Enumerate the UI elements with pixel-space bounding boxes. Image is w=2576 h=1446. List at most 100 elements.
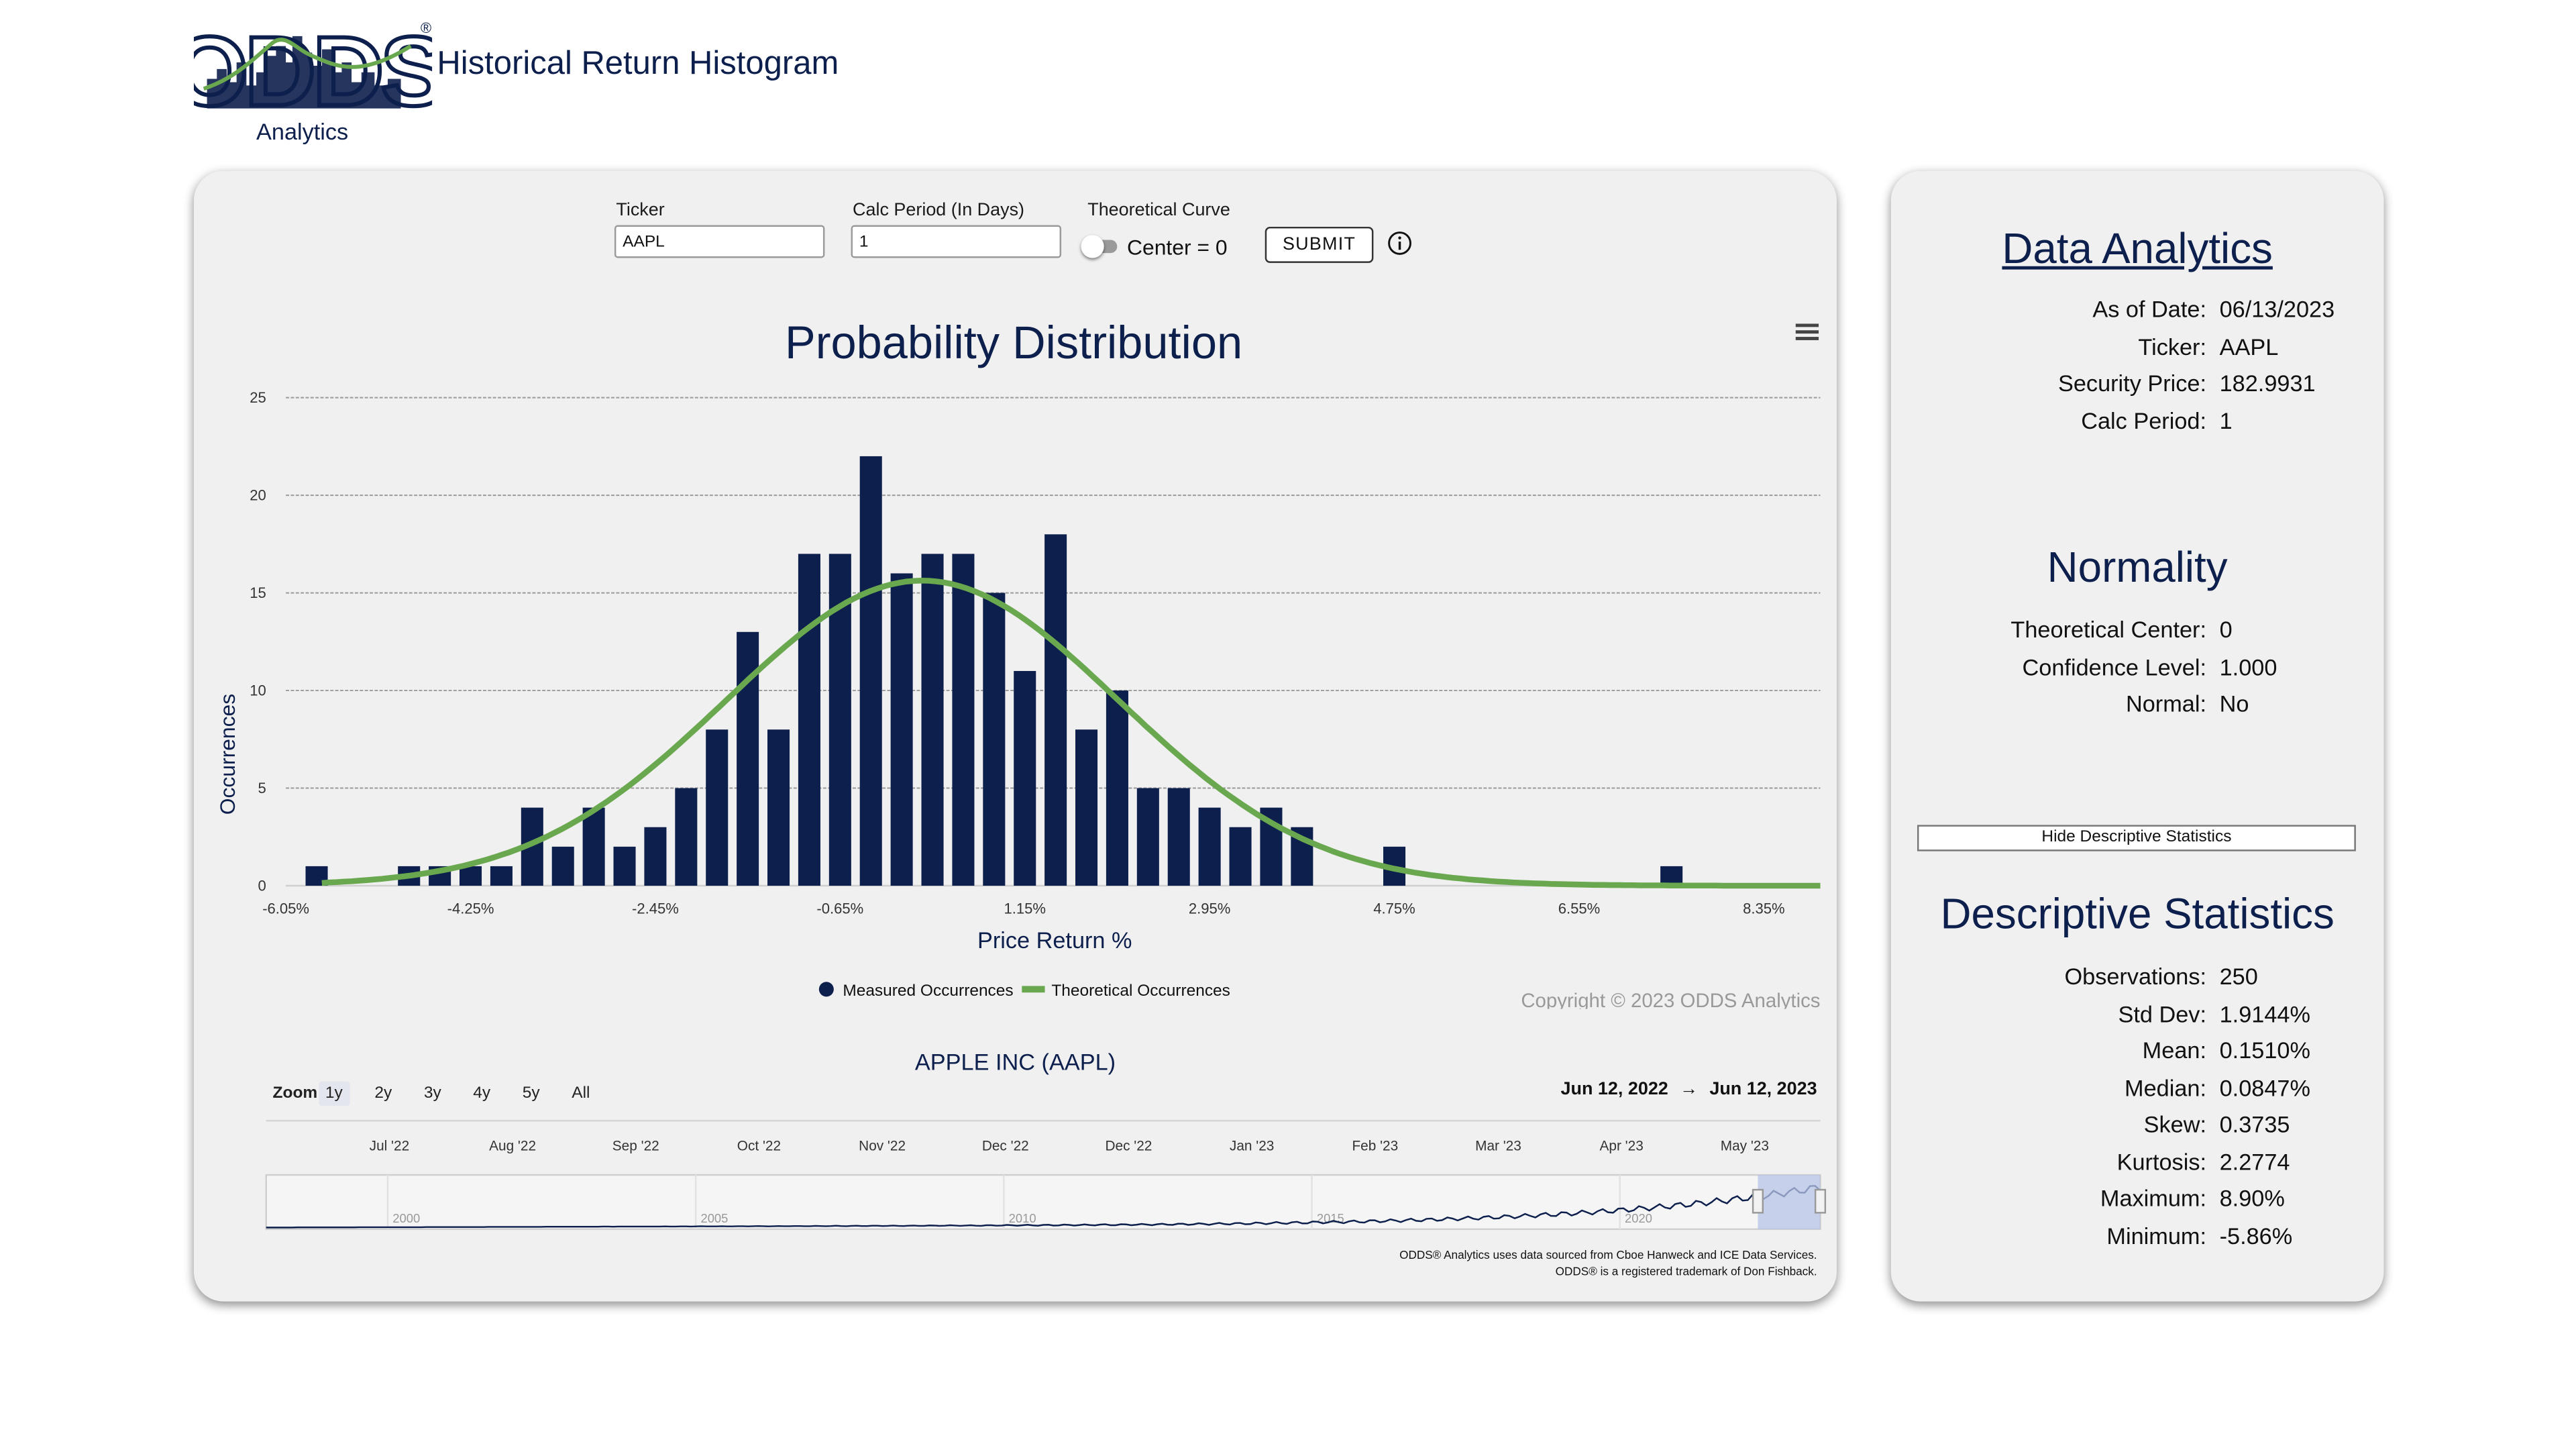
normality-row-value: 1.000 xyxy=(2219,653,2277,680)
legend-item-theoretical[interactable]: Theoretical Occurrences xyxy=(1022,982,1230,1000)
descriptive-row-value: 250 xyxy=(2219,963,2258,990)
analytics-row: Security Price: 182.9931 xyxy=(1891,370,2384,403)
histogram-bar[interactable] xyxy=(890,573,913,886)
analytics-row-key: Ticker: xyxy=(2138,332,2207,360)
histogram-bar[interactable] xyxy=(921,554,944,886)
normality-row-value: No xyxy=(2219,690,2249,717)
navigator-chart: Jul '22 Aug '22 Sep '22 Oct '22 Nov '22 Dec '… xyxy=(265,1119,1827,1231)
toggle-knob xyxy=(1081,235,1104,258)
analytics-row-value: AAPL xyxy=(2219,332,2279,360)
x-tick-label: -2.45% xyxy=(632,900,679,917)
ticker-input[interactable] xyxy=(614,225,825,258)
histogram-bar[interactable] xyxy=(490,866,513,886)
zoom-5y[interactable]: 5y xyxy=(522,1084,540,1103)
zoom-1y[interactable]: 1y xyxy=(319,1081,350,1106)
legend-item-measured[interactable]: Measured Occurrences xyxy=(818,982,1014,1000)
analytics-row-key: Calc Period: xyxy=(2081,407,2207,433)
range-to[interactable]: Jun 12, 2023 xyxy=(1709,1079,1817,1100)
year-label: 2020 xyxy=(1625,1211,1652,1225)
month-label: Aug '22 xyxy=(489,1138,536,1153)
histogram-bar[interactable] xyxy=(551,846,574,886)
x-tick-label: 1.15% xyxy=(1004,900,1045,917)
descriptive-row-value: 0.3735 xyxy=(2219,1111,2290,1137)
descriptive-row: Observations: 250 xyxy=(1891,963,2384,996)
x-tick-label: -0.65% xyxy=(816,900,863,917)
histogram-bar[interactable] xyxy=(1136,788,1159,886)
histogram-bar[interactable] xyxy=(706,729,729,886)
histogram-bar[interactable] xyxy=(1229,827,1252,886)
chart-copyright: Copyright © 2023 ODDS Analytics xyxy=(1521,990,1820,1009)
descriptive-row-value: 8.90% xyxy=(2219,1184,2285,1211)
histogram-bar[interactable] xyxy=(613,846,636,886)
chart-menu-icon[interactable] xyxy=(1790,319,1823,345)
zoom-all[interactable]: All xyxy=(572,1084,590,1103)
navigator-handle-right[interactable] xyxy=(1814,1188,1827,1214)
hide-descriptive-stats-button[interactable]: Hide Descriptive Statistics xyxy=(1917,825,2356,851)
histogram-bar[interactable] xyxy=(952,554,975,886)
descriptive-row: Mean: 0.1510% xyxy=(1891,1037,2384,1070)
zoom-label: Zoom xyxy=(272,1084,318,1103)
zoom-2y[interactable]: 2y xyxy=(374,1084,392,1103)
descriptive-row-key: Minimum: xyxy=(2106,1221,2207,1249)
histogram-bar[interactable] xyxy=(1075,729,1098,886)
navigator-handle-left[interactable] xyxy=(1752,1188,1764,1214)
histogram-bar[interactable] xyxy=(1198,807,1221,886)
descriptive-row-value: 1.9144% xyxy=(2219,1000,2310,1027)
descriptive-row-key: Kurtosis: xyxy=(2116,1147,2207,1174)
histogram-bar[interactable] xyxy=(767,729,790,886)
center-toggle[interactable] xyxy=(1081,235,1120,258)
range-from[interactable]: Jun 12, 2022 xyxy=(1560,1079,1668,1100)
histogram-bar[interactable] xyxy=(1660,866,1683,886)
x-tick-label: -4.25% xyxy=(447,900,494,917)
descriptive-row-value: 0.1510% xyxy=(2219,1037,2310,1064)
month-label: Mar '23 xyxy=(1475,1138,1521,1153)
registered-mark: ® xyxy=(421,19,431,36)
normality-row: Confidence Level: 1.000 xyxy=(1891,653,2384,686)
analytics-row-value: 06/13/2023 xyxy=(2219,295,2335,323)
y-axis-ticks: 0 5 10 15 20 25 xyxy=(250,389,266,894)
zoom-3y[interactable]: 3y xyxy=(423,1084,441,1103)
logo-mark-icon: ODDS ® xyxy=(169,15,448,129)
navigator-selection[interactable] xyxy=(1758,1175,1821,1229)
descriptive-row-key: Maximum: xyxy=(2100,1184,2207,1211)
footnote-2: ODDS® is a registered trademark of Don F… xyxy=(1555,1267,1817,1279)
x-tick-label: 2.95% xyxy=(1189,900,1230,917)
x-tick-label: 8.35% xyxy=(1743,900,1784,917)
data-analytics-title[interactable]: Data Analytics xyxy=(2002,223,2273,273)
submit-button[interactable]: SUBMIT xyxy=(1265,226,1374,263)
y-tick-label: 25 xyxy=(250,389,266,406)
calc-period-input[interactable] xyxy=(851,225,1062,258)
histogram-bar[interactable] xyxy=(859,456,882,886)
month-label: Jul '22 xyxy=(370,1138,409,1153)
logo[interactable]: ODDS ® Analytics xyxy=(169,13,448,148)
chart-title: Probability Distribution xyxy=(785,317,1242,368)
histogram-bar[interactable] xyxy=(983,592,1006,886)
y-tick-label: 0 xyxy=(258,877,266,894)
histogram-bar[interactable] xyxy=(460,866,482,886)
month-labels: Jul '22 Aug '22 Sep '22 Oct '22 Nov '22 Dec '… xyxy=(370,1138,1769,1153)
normality-row: Theoretical Center: 0 xyxy=(1891,616,2384,649)
zoom-4y[interactable]: 4y xyxy=(473,1084,491,1103)
histogram-bar[interactable] xyxy=(582,807,605,886)
x-tick-label: 4.75% xyxy=(1373,900,1415,917)
series-line-theoretical xyxy=(321,577,1821,889)
histogram-bar[interactable] xyxy=(675,788,698,886)
descriptive-row-key: Median: xyxy=(2125,1074,2207,1100)
month-label: Apr '23 xyxy=(1600,1138,1644,1153)
histogram-bar[interactable] xyxy=(644,827,667,886)
month-label: Feb '23 xyxy=(1352,1138,1398,1153)
toggle-label: Center = 0 xyxy=(1127,235,1228,260)
histogram-bar[interactable] xyxy=(798,554,820,886)
histogram-bar[interactable] xyxy=(1106,690,1128,886)
histogram-bar[interactable] xyxy=(1167,788,1190,886)
histogram-bar[interactable] xyxy=(1044,534,1067,886)
ticker-label: Ticker xyxy=(616,200,665,221)
logo-subtitle: Analytics xyxy=(256,118,349,145)
normality-title: Normality xyxy=(2047,542,2228,592)
histogram-bar[interactable] xyxy=(1014,670,1036,886)
normality-row-key: Normal: xyxy=(2125,690,2207,717)
descriptive-stats-title: Descriptive Statistics xyxy=(1940,888,2334,939)
year-label: 2005 xyxy=(700,1211,728,1225)
info-icon[interactable] xyxy=(1387,230,1413,256)
